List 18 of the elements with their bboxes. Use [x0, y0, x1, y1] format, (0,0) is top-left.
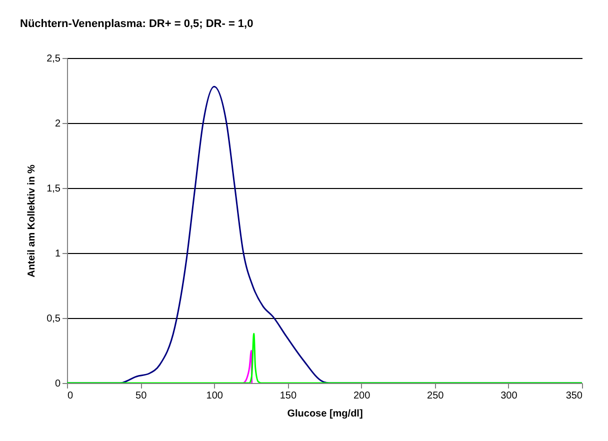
x-tick-label: 300: [500, 390, 518, 402]
y-tick-label: 2: [54, 118, 61, 130]
x-tick-label: 100: [206, 390, 224, 402]
x-tick-label: 0: [68, 390, 74, 402]
x-tick-label: 50: [136, 390, 148, 402]
y-axis-title: Anteil am Kollektiv in %: [26, 164, 38, 278]
y-tick-label: 0: [54, 378, 61, 390]
x-axis-title: Glucose [mg/dl]: [287, 408, 363, 420]
x-tick-label: 350: [566, 390, 583, 402]
y-tick-label: 1: [54, 248, 61, 260]
chart-title: Nüchtern-Venenplasma: DR+ = 0,5; DR- = 1,0: [20, 18, 254, 30]
line-series: [242, 350, 253, 383]
x-tick-label: 200: [353, 390, 371, 402]
y-tick-label: 1,5: [46, 184, 61, 194]
x-tick-label: 250: [427, 390, 444, 402]
x-tick-label: 150: [280, 390, 297, 402]
y-tick-label: 0,5: [46, 314, 61, 324]
y-tick-label: 2,5: [46, 54, 61, 64]
